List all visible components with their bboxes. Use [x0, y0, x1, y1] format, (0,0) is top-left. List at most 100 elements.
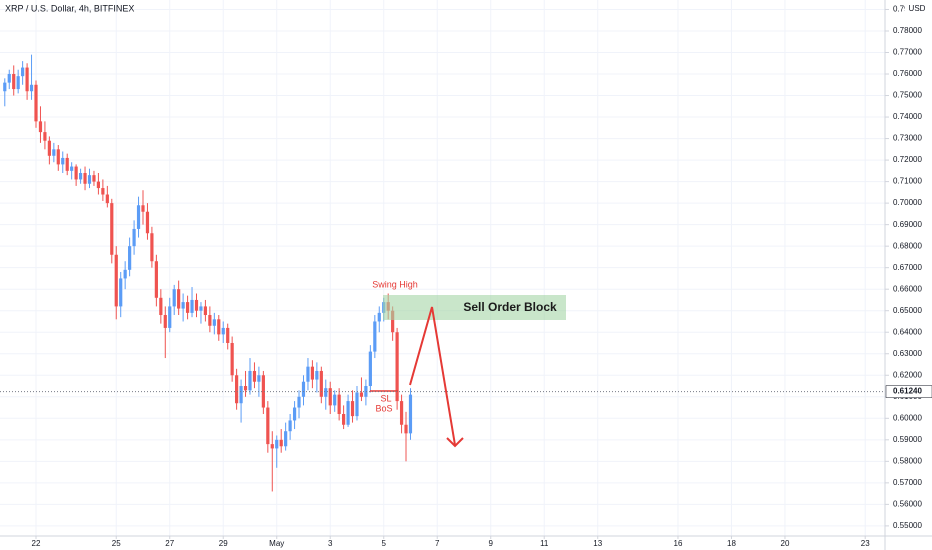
candle-body	[292, 407, 297, 421]
y-tick-label: 0.71000	[893, 177, 922, 186]
swing-high-label: Swing High	[372, 279, 418, 289]
candle-body	[12, 74, 16, 90]
candle-body	[203, 306, 208, 316]
candle-body	[74, 166, 78, 180]
candle-body	[266, 407, 270, 445]
candle-body	[391, 310, 395, 333]
candle-body	[355, 392, 359, 417]
last-price-box	[885, 385, 932, 398]
candle-body	[408, 394, 413, 434]
candle-body	[404, 424, 408, 434]
candle-body	[34, 84, 38, 122]
y-tick-label: 0.76000	[893, 69, 922, 78]
y-tick-label: 0.68000	[893, 241, 922, 250]
x-tick-label: 20	[781, 539, 790, 548]
candle-body	[83, 173, 87, 184]
y-tick-label: 0.60000	[893, 413, 922, 422]
y-tick-label: 0.78000	[893, 26, 922, 35]
x-tick-label: 22	[32, 539, 41, 548]
y-tick-label: 0.56000	[893, 499, 922, 508]
candle-body	[145, 211, 150, 234]
candle-body	[337, 394, 341, 414]
candle-body	[226, 327, 230, 343]
x-tick-label: 16	[674, 539, 683, 548]
candle-body	[235, 375, 239, 404]
y-tick-label: 0.62000	[893, 370, 922, 379]
x-tick-label: May	[269, 539, 284, 548]
candle-body	[70, 166, 74, 171]
sell-order-block-label: Sell Order Block	[463, 300, 557, 314]
x-tick-label: 23	[861, 539, 870, 548]
candle-body	[96, 181, 101, 189]
currency-bg	[905, 3, 929, 15]
candle-body	[194, 299, 199, 311]
candle-body	[230, 342, 234, 376]
candle-body	[368, 351, 372, 387]
y-tick-label: 0.59000	[893, 435, 922, 444]
candle-body	[248, 370, 252, 391]
candle-body	[141, 205, 145, 212]
candle-body	[306, 366, 310, 382]
candle-body	[136, 205, 141, 229]
candle-body	[87, 175, 92, 184]
candle-body	[333, 394, 337, 406]
candle-body	[364, 386, 368, 397]
y-tick-label: 0.74000	[893, 112, 922, 121]
bos-label: BoS	[375, 403, 392, 413]
sl-label: SL	[380, 393, 391, 403]
candle-body	[270, 444, 274, 449]
candle-body	[252, 370, 257, 382]
chart-title: XRP / U.S. Dollar, 4h, BITFINEX	[5, 3, 134, 13]
candle-body	[275, 439, 279, 449]
candle-body	[185, 302, 190, 313]
candle-body	[105, 194, 109, 204]
candle-body	[324, 388, 328, 397]
y-tick-label: 0.70000	[893, 198, 922, 207]
candles	[3, 54, 413, 492]
candle-body	[395, 332, 399, 402]
candle-body	[297, 396, 301, 408]
x-tick-label: 11	[540, 539, 549, 548]
x-tick-label: 5	[382, 539, 387, 548]
y-tick-label: 0.58000	[893, 456, 922, 465]
candle-body	[92, 175, 96, 182]
candle-body	[257, 375, 261, 382]
y-tick-label: 0.77000	[893, 48, 922, 57]
candle-body	[279, 439, 283, 447]
candle-body	[123, 269, 127, 279]
candle-body	[132, 228, 136, 247]
x-tick-label: 18	[727, 539, 736, 548]
candle-body	[61, 157, 65, 165]
grid	[0, 0, 885, 536]
candle-body	[172, 289, 176, 307]
candle-body	[342, 413, 346, 425]
candle-body	[199, 306, 203, 311]
x-tick-label: 29	[219, 539, 228, 548]
candle-body	[7, 74, 11, 83]
candle-body	[128, 246, 132, 270]
currency-label: USD	[909, 4, 926, 13]
y-tick-label: 0.57000	[893, 478, 922, 487]
candle-body	[21, 67, 25, 77]
x-tick-label: 27	[165, 539, 174, 548]
candle-body	[65, 157, 69, 171]
y-tick-label: 0.72000	[893, 155, 922, 164]
candle-body	[181, 302, 185, 309]
candle-body	[52, 149, 56, 156]
candle-body	[101, 188, 105, 195]
candle-body	[159, 297, 163, 316]
x-tick-label: 25	[112, 539, 121, 548]
sell-order-block	[383, 295, 566, 320]
x-tick-label: 7	[435, 539, 440, 548]
candle-body	[208, 315, 212, 326]
candle-body	[377, 312, 381, 322]
candle-body	[350, 401, 355, 417]
candle-body	[78, 173, 83, 180]
candle-body	[16, 76, 20, 90]
candle-body	[328, 388, 332, 406]
y-tick-label: 0.67000	[893, 263, 922, 272]
candle-body	[319, 370, 323, 397]
